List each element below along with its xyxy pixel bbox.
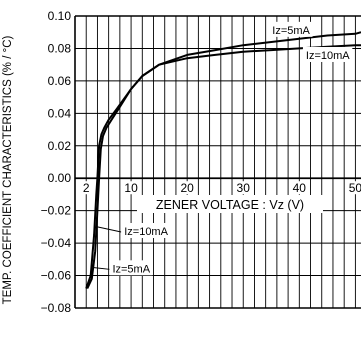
x-tick-label: 20 [180,181,194,195]
annotation-background [269,21,313,37]
curve-annotation: Iz=10mA [124,226,168,238]
y-tick-label: −0.06 [41,269,72,283]
x-tick-label-background [346,181,361,195]
series-line-iz-10ma [85,44,361,289]
y-tick-label: 0.00 [48,171,72,185]
y-axis-label: TEMP. COEFFICIENT CHARACTERISTICS (% / °… [2,35,14,304]
series-lines [85,31,361,289]
annotation-leader-line [97,226,122,233]
y-tick-label: 0.02 [48,139,72,153]
x-tick-label-background [234,181,253,195]
x-tick-label-background [122,181,141,195]
y-tick-label: −0.08 [41,301,72,315]
x-tick-label: 10 [124,181,138,195]
curve-annotations: Iz=5mA Iz=10mA Iz=10mA Iz=5mA [92,21,353,276]
y-axis-tick-labels: −0.08 −0.06 −0.04 −0.02 0.00 0.02 0.04 0.06 0.08… [41,9,72,315]
y-tick-label: 0.10 [48,9,72,23]
x-tick-label: 40 [293,181,307,195]
x-tick-label: 2 [83,181,90,195]
curve-annotation: Iz=10mA [306,50,350,62]
y-tick-label: −0.04 [41,236,72,250]
annotation-background [302,46,353,62]
x-tick-label-background [80,181,92,195]
x-tick-label-background [178,181,197,195]
y-tick-label: 0.04 [48,106,72,120]
x-tick-label: 30 [237,181,251,195]
x-tick-label-background [290,181,309,195]
series-line-iz-5ma [86,31,361,289]
x-axis-label-background [137,195,323,213]
x-axis-tick-labels: 2 10 20 30 40 50 [80,181,361,195]
y-tick-label: −0.02 [41,204,72,218]
x-tick-label: 50 [349,181,361,195]
y-tick-label: 0.08 [48,41,72,55]
y-tick-label: 0.06 [48,74,72,88]
annotation-background [109,260,153,276]
minor-grid [85,16,356,308]
x-axis-label: ZENER VOLTAGE : Vz (V) [156,198,304,212]
curve-annotation: Iz=5mA [112,263,150,275]
annotation-leader-line [92,266,110,270]
annotation-background [121,223,171,238]
curve-annotation: Iz=5mA [272,25,310,37]
